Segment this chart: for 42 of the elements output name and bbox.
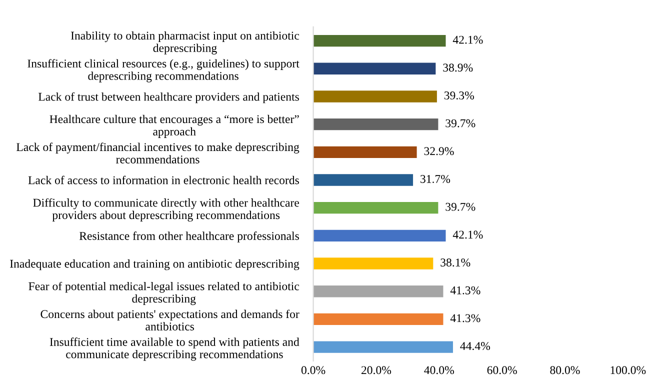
data-label: 38.9% [443, 64, 473, 72]
bar [313, 90, 437, 102]
bar [313, 313, 444, 326]
bar [313, 62, 436, 74]
data-label: 39.7% [446, 202, 476, 211]
bar [313, 202, 438, 214]
bar [313, 174, 414, 186]
y-tick-label: Difficulty to communicate directly with other healthcare providers about deprescribing recommendations [33, 198, 299, 222]
y-tick-label: Lack of payment/financial incentives to make deprescribing recommendations [16, 142, 300, 164]
y-tick-label: Inadequate education and training on antibiotic deprescribing [10, 259, 300, 270]
bar [313, 258, 434, 270]
data-label: 39.7% [446, 119, 476, 128]
x-tick-label: 20.0% [361, 366, 392, 374]
bar [313, 341, 453, 353]
x-tick-label: 100.0% [610, 366, 646, 374]
data-label: 41.3% [450, 286, 480, 294]
data-label: 44.4% [460, 342, 490, 350]
bar [313, 230, 446, 242]
bar [313, 118, 438, 130]
y-tick-label: Insufficient time available to spend with patients and communicate deprescribing recommendations [50, 338, 300, 361]
bar [313, 146, 417, 158]
y-tick-label: Fear of potential medical-legal issues related to antibiotic deprescribing [28, 282, 300, 306]
data-label: 42.1% [452, 230, 483, 239]
y-tick-label: Inability to obtain pharmacist input on antibiotic deprescribing [70, 31, 300, 54]
data-label: 38.1% [440, 258, 470, 267]
data-label: 31.7% [420, 174, 450, 184]
y-tick-label: Insufficient clinical resources (e.g., guidelines) to support deprescribing recommendations [28, 59, 300, 82]
x-tick-label: 60.0% [487, 366, 517, 374]
data-label: 41.3% [450, 314, 480, 322]
y-tick-label: Lack of access to information in electronic health records [28, 176, 299, 184]
bar [313, 34, 446, 47]
data-label: 39.3% [444, 91, 474, 100]
y-tick-label: Healthcare culture that encourages a “more is better” approach [50, 114, 299, 138]
x-tick-label: 40.0% [424, 366, 454, 374]
y-tick-label: Concerns about patients' expectations and demands for antibiotics [40, 310, 300, 330]
data-label: 42.1% [452, 36, 483, 44]
bar [313, 286, 444, 298]
data-label: 32.9% [424, 147, 454, 156]
x-tick-label: 80.0% [550, 366, 580, 374]
x-tick-label: 0.0% [301, 366, 326, 374]
y-tick-label: Lack of trust between healthcare providers and patients [38, 92, 299, 104]
y-tick-label: Resistance from other healthcare professionals [79, 232, 299, 242]
